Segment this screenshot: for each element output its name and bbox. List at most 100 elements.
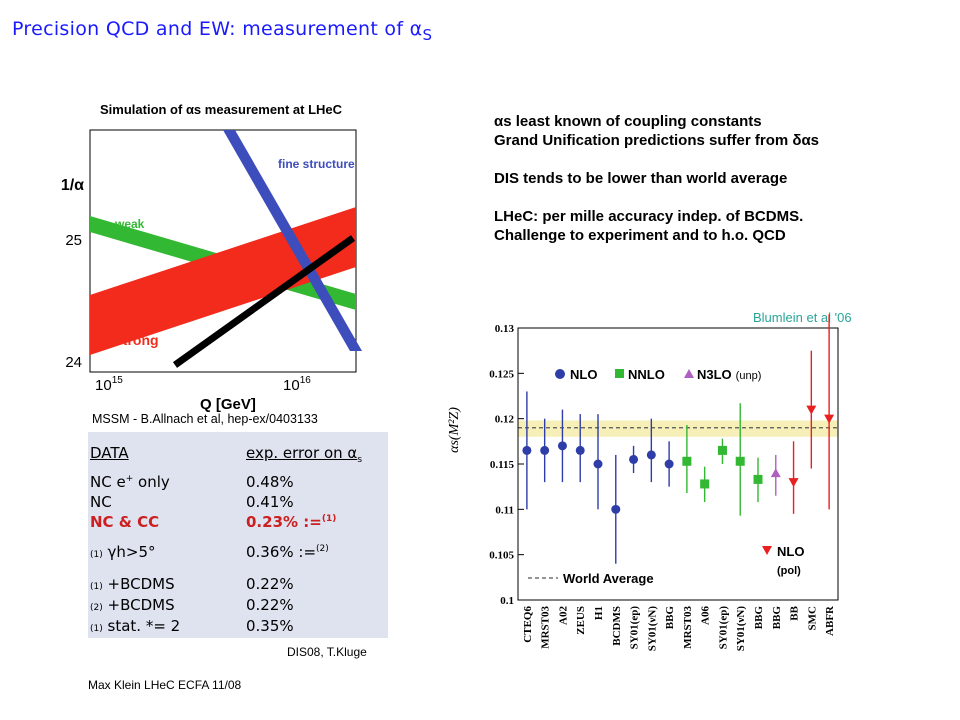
y-tick-label: 0.115 — [490, 459, 515, 471]
table-header-data: DATA — [90, 444, 129, 462]
data-point — [522, 445, 532, 455]
data-point — [806, 405, 817, 415]
strong-label: strong — [115, 332, 159, 348]
x-category-label: SY01(ep) — [629, 606, 641, 650]
table-row-value: 0.48% — [246, 473, 294, 491]
weak-label: weak — [114, 217, 145, 231]
x-tick-1e16: 1016 — [283, 375, 311, 394]
legend-nlo-pol-label: NLO — [777, 544, 804, 559]
data-point — [682, 456, 692, 466]
legend-n3lo-marker — [684, 369, 694, 378]
table-row-label: NC — [90, 493, 112, 511]
table-row-value-highlight: 0.23% :=(1) — [246, 513, 337, 531]
unification-caption: MSSM - B.Allnach et al, hep-ex/0403133 — [92, 412, 318, 426]
x-category-label: SY01(ep) — [717, 606, 729, 650]
fine-structure-band — [223, 130, 362, 351]
data-point — [717, 445, 727, 455]
x-axis-label: Q [GeV] — [200, 396, 256, 413]
table-row-value: 0.41% — [246, 493, 294, 511]
table-row-value: 0.35% — [246, 617, 294, 635]
legend-nlo-marker — [555, 369, 565, 379]
x-category-label: MRST03 — [540, 606, 552, 649]
data-point — [575, 445, 585, 455]
title-alpha: α — [409, 18, 423, 40]
table-row-value: 0.22% — [246, 575, 294, 593]
table-row-label: (1) +BCDMS — [90, 575, 175, 593]
world-average-band — [518, 420, 838, 437]
x-tick-1e15: 1015 — [95, 375, 123, 394]
y-tick-label: 0.11 — [495, 504, 514, 516]
data-point — [824, 414, 835, 424]
x-category-label: ZEUS — [575, 606, 587, 635]
x-category-label: BCDMS — [611, 606, 623, 646]
data-point — [700, 479, 710, 489]
legend-nlo-pol-marker — [762, 546, 772, 555]
x-category-label: SMC — [806, 606, 818, 631]
y-tick-25: 25 — [65, 232, 82, 249]
note-line: Grand Unification predictions suffer fro… — [494, 132, 820, 149]
alphas-chart-title: Blumlein et al '06 — [753, 310, 852, 325]
legend-nlo-pol-suffix: (pol) — [777, 565, 801, 577]
data-point — [664, 459, 674, 469]
data-point — [629, 454, 639, 464]
data-point — [735, 456, 745, 466]
note-line: αs least known of coupling constants — [494, 113, 762, 130]
x-category-label: BB — [789, 605, 801, 620]
unification-chart-svg: Simulation of αs measurement at LHeC 1/α… — [61, 102, 362, 413]
lhec-projection-line — [172, 235, 356, 368]
alphas-chart-svg: Blumlein et al '06 αs(M²Z) 0.1 0.105 0.11 0… — [447, 310, 852, 652]
unification-chart-title: Simulation of αs measurement at LHeC — [100, 102, 343, 117]
y-tick-label: 0.1 — [500, 595, 514, 607]
alphas-plot-frame — [517, 327, 839, 601]
data-point — [646, 450, 656, 460]
data-point — [770, 468, 781, 478]
unification-chart: Simulation of αs measurement at LHeC 1/α… — [60, 95, 380, 418]
slide-footer: Max Klein LHeC ECFA 11/08 — [88, 678, 242, 692]
table-row-value: 0.22% — [246, 596, 294, 614]
title-text: Precision QCD and EW: measurement of — [12, 18, 410, 40]
slide-title: Precision QCD and EW: measurement of αS — [12, 18, 432, 44]
y-tick-label: 0.13 — [495, 323, 515, 335]
x-category-label: MRST03 — [682, 606, 694, 649]
x-category-label: BBG — [664, 606, 676, 630]
y-tick-label: 0.125 — [489, 368, 514, 380]
table-row-value: 0.36% :=(2) — [246, 543, 329, 561]
note-line: DIS tends to be lower than world average — [494, 170, 788, 187]
table-header-error: exp. error on αs — [246, 444, 363, 465]
table-row-label: NC e+ only — [90, 473, 170, 491]
fine-structure-label: fine structure — [278, 157, 355, 171]
table-row-label: (1) γh>5° — [90, 543, 156, 561]
error-table: DATA exp. error on αs NC e+ only 0.48% N… — [88, 432, 388, 638]
data-point — [593, 459, 603, 469]
legend-nnlo-label: NNLO — [628, 367, 665, 382]
y-tick-label: 0.12 — [495, 414, 515, 426]
legend-nnlo-marker — [615, 369, 624, 378]
x-category-label: H1 — [593, 606, 605, 620]
alphas-chart: Blumlein et al '06 αs(M²Z) 0.1 0.105 0.11 0… — [440, 300, 880, 705]
notes-block: αs least known of coupling constants Gra… — [494, 112, 819, 245]
title-alpha-subscript: S — [422, 25, 433, 44]
x-category-label: BBG — [771, 606, 783, 630]
x-category-label: ABFR — [824, 605, 836, 636]
table-row-label: (2) +BCDMS — [90, 596, 175, 614]
note-line: LHeC: per mille accuracy indep. of BCDMS… — [494, 208, 804, 225]
x-category-label: SY01(νN) — [735, 606, 747, 652]
legend-n3lo-label: N3LO (unp) — [697, 367, 761, 382]
world-average-legend-label: World Average — [563, 571, 654, 586]
table-row-label: (1) stat. *= 2 — [90, 617, 181, 635]
y-axis-label: 1/α — [61, 177, 84, 194]
data-point — [611, 504, 621, 514]
table-row-label-highlight: NC & CC — [90, 513, 160, 531]
legend-nlo-label: NLO — [570, 367, 597, 382]
note-line: Challenge to experiment and to h.o. QCD — [494, 227, 786, 244]
x-category-label: SY01(νN) — [646, 606, 658, 652]
x-category-label: BBG — [753, 606, 765, 630]
y-tick-24: 24 — [65, 354, 82, 371]
x-category-label: A02 — [557, 606, 569, 625]
table-credit: DIS08, T.Kluge — [287, 645, 367, 659]
alphas-y-axis-label: αs(M²Z) — [447, 407, 462, 453]
data-point — [788, 478, 799, 488]
data-point — [557, 441, 567, 451]
x-category-label: A06 — [700, 606, 712, 625]
data-point — [753, 474, 763, 484]
